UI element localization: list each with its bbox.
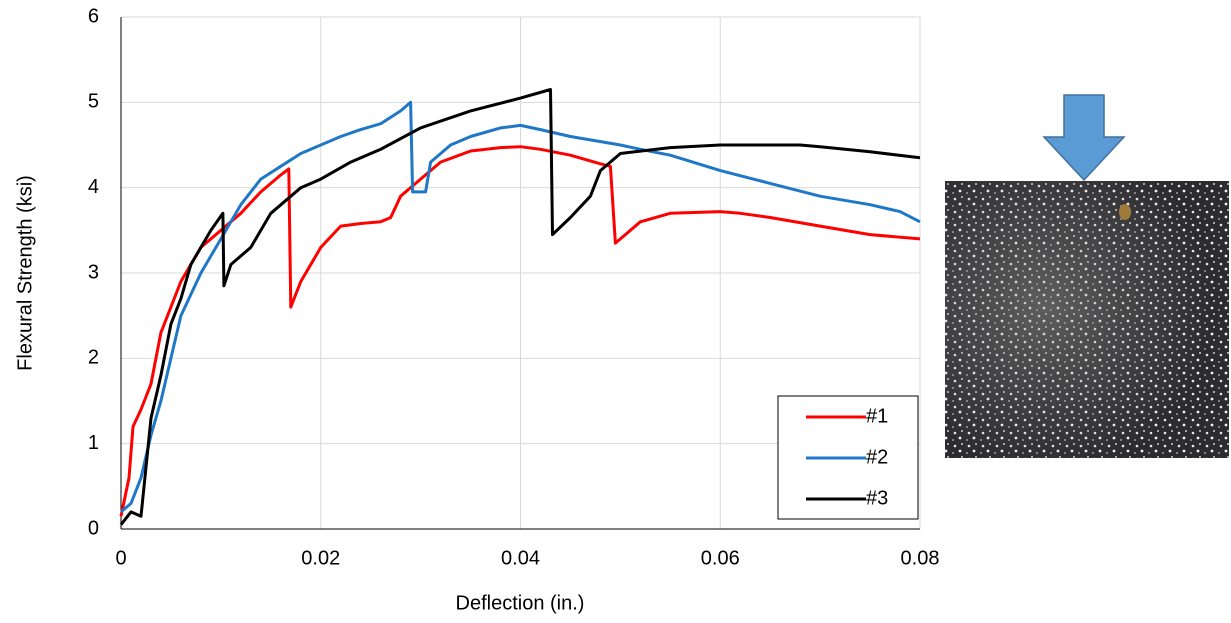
y-tick-label: 1 xyxy=(88,432,99,454)
series-line xyxy=(120,100,921,514)
series-line xyxy=(119,88,921,526)
plot: 0 1 2 3 4 5 6 0 0.02 0.04 0.06 0.08 #1 #2 #3 xyxy=(88,5,940,569)
x-tick-label: 0.02 xyxy=(301,547,340,569)
y-tick-label: 0 xyxy=(88,517,99,539)
photo-haze xyxy=(945,181,1229,458)
x-tick-label: 0.06 xyxy=(701,547,740,569)
x-tick-label: 0.04 xyxy=(501,547,540,569)
y-axis-title: Flexural Strength (ksi) xyxy=(14,175,36,371)
legend: #1 #2 #3 xyxy=(777,395,919,520)
y-tick-label: 2 xyxy=(88,347,99,369)
legend-label: #2 xyxy=(866,446,888,468)
legend-label: #1 xyxy=(866,405,888,427)
load-arrow xyxy=(1042,94,1126,182)
y-tick-label: 3 xyxy=(88,261,99,283)
x-tick-label: 0.08 xyxy=(901,547,940,569)
photo-spot xyxy=(1119,204,1131,220)
y-tick-label: 5 xyxy=(88,91,99,113)
photo xyxy=(945,181,1229,458)
x-axis-title: Deflection (in.) xyxy=(456,592,585,614)
x-tick-label: 0 xyxy=(115,547,126,569)
legend-label: #3 xyxy=(866,487,888,509)
y-tick-label: 6 xyxy=(88,5,99,27)
y-tick-label: 4 xyxy=(88,176,99,198)
